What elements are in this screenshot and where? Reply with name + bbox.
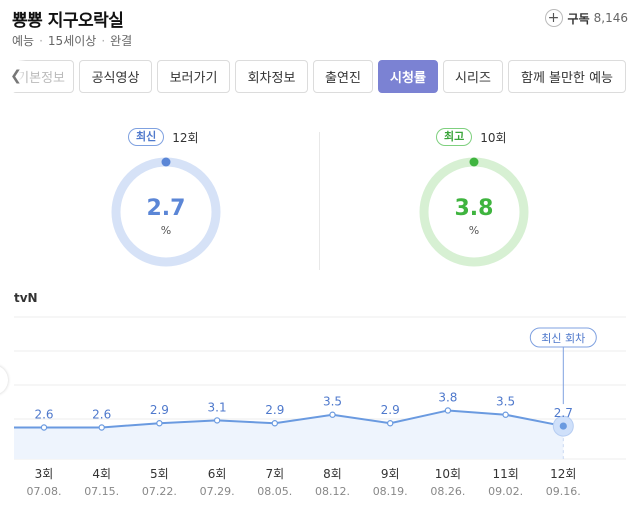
annotation-bubble (529, 327, 597, 348)
highest-header: 최고 10회 (436, 128, 507, 146)
data-label: 2.9 (381, 403, 400, 417)
tab-label: 보러가기 (169, 71, 218, 86)
tab-series[interactable]: 시리즈 (443, 60, 503, 93)
broadcast-status: 완결 (110, 34, 133, 48)
data-point (213, 417, 221, 424)
highest-rating-unit: % (468, 224, 480, 237)
chevron-left-icon[interactable]: ❮ (6, 60, 26, 92)
tab-label: 함께 볼만한 예능 (521, 71, 613, 86)
latest-badge: 최신 (128, 128, 165, 146)
x-date-label: 09.02. (488, 485, 523, 498)
latest-header: 최신 12회 (128, 128, 199, 146)
age-rating: 15세이상 (47, 34, 97, 48)
x-tick-label: 6회 (208, 467, 227, 481)
tab-label: 회차정보 (247, 71, 296, 86)
genre-label: 예능 (12, 34, 35, 48)
data-point (40, 424, 48, 431)
tab-official-video[interactable]: 공식영상 (79, 60, 152, 93)
tab-label: 시리즈 (455, 71, 491, 86)
data-point (502, 411, 509, 418)
x-tick-label: 3회 (35, 467, 54, 481)
data-label: 2.9 (265, 403, 284, 417)
subscribe-label: 구독 (567, 11, 590, 26)
ratings-chart: 2.6 3회 07.08. 2.6 4회 07.15. 2.9 5회 07.22. 3.1 6회 07… (0, 305, 640, 506)
tab-label: 출연진 (325, 71, 361, 86)
x-tick-label: 8회 (323, 467, 342, 481)
x-tick-label: 12회 (550, 467, 576, 481)
latest-rating-value: 2.7 (146, 196, 186, 221)
data-label: 3.5 (496, 395, 515, 409)
data-label: 3.5 (323, 395, 342, 409)
channel-label: tvN (14, 291, 38, 305)
tab-label: 공식영상 (91, 71, 140, 86)
latest-episode: 12회 (172, 130, 199, 145)
x-tick-label: 10회 (435, 467, 461, 481)
highest-rating-ring: 3.8 % (416, 152, 532, 270)
tab-recommended[interactable]: 함께 볼만한 예능 (508, 60, 626, 93)
subscribe-count: 8,146 (593, 11, 628, 25)
annotation-text: 최신 회차 (541, 332, 585, 345)
x-tick-label: 5회 (150, 467, 169, 481)
highest-badge: 최고 (436, 128, 473, 146)
data-point (387, 420, 394, 427)
program-header: 뿅뿅 지구오락실 예능 · 15세이상 · 완결 + 구독 8,146 (12, 6, 628, 52)
data-point (329, 411, 336, 418)
x-tick-label: 9회 (381, 467, 400, 481)
ratings-chart-svg: 2.6 3회 07.08. 2.6 4회 07.15. 2.9 5회 07.22. 3.1 6회 07… (14, 316, 626, 498)
data-point (156, 420, 163, 427)
tab-watch[interactable]: 보러가기 (157, 60, 230, 93)
data-point (559, 422, 567, 430)
plus-icon: + (544, 9, 563, 27)
x-date-label: 07.15. (84, 485, 119, 498)
tab-label: 시청률 (390, 71, 426, 86)
highest-rating-value: 3.8 (454, 196, 494, 221)
tab-cast[interactable]: 출연진 (313, 60, 373, 93)
program-meta: 예능 · 15세이상 · 완결 (12, 34, 133, 48)
latest-rating-unit: % (160, 224, 172, 237)
x-date-label: 08.12. (315, 485, 350, 498)
tab-ratings[interactable]: 시청률 (378, 60, 438, 93)
program-title: 뿅뿅 지구오락실 (12, 11, 124, 31)
x-date-label: 07.22. (142, 485, 177, 498)
x-date-label: 07.08. (27, 485, 62, 498)
x-date-label: 08.05. (257, 485, 292, 498)
x-tick-label: 4회 (92, 467, 111, 481)
scroll-handle[interactable] (0, 365, 8, 395)
data-label: 3.1 (208, 400, 227, 414)
x-date-label: 08.26. (430, 485, 465, 498)
highest-episode: 10회 (480, 130, 507, 145)
data-label: 2.9 (150, 403, 169, 417)
tab-label: 기본정보 (17, 71, 65, 86)
x-tick-label: 7회 (265, 467, 284, 481)
x-tick-label: 11회 (492, 467, 518, 481)
data-point (271, 420, 278, 427)
divider (319, 132, 320, 270)
subscribe-button[interactable]: + 구독 8,146 (544, 9, 628, 27)
data-label: 3.8 (438, 390, 457, 404)
data-label: 2.6 (34, 408, 53, 422)
latest-rating-ring: 2.7 % (108, 152, 224, 270)
tab-bar: ❮ 기본정보 공식영상 보러가기 회차정보 출연진 시청률 시리즈 함께 볼만한… (0, 60, 640, 94)
tab-episode-info[interactable]: 회차정보 (235, 60, 308, 93)
area-fill (14, 410, 564, 459)
x-date-label: 07.29. (200, 485, 235, 498)
data-point (98, 424, 105, 431)
data-label: 2.6 (92, 408, 111, 422)
x-date-label: 08.19. (373, 485, 408, 498)
x-date-label: 09.16. (546, 485, 581, 498)
ratings-summary: 최신 12회 2.7 % 최고 10회 3.8 % (0, 120, 640, 270)
data-point (444, 407, 452, 414)
data-label: 2.7 (554, 406, 573, 420)
